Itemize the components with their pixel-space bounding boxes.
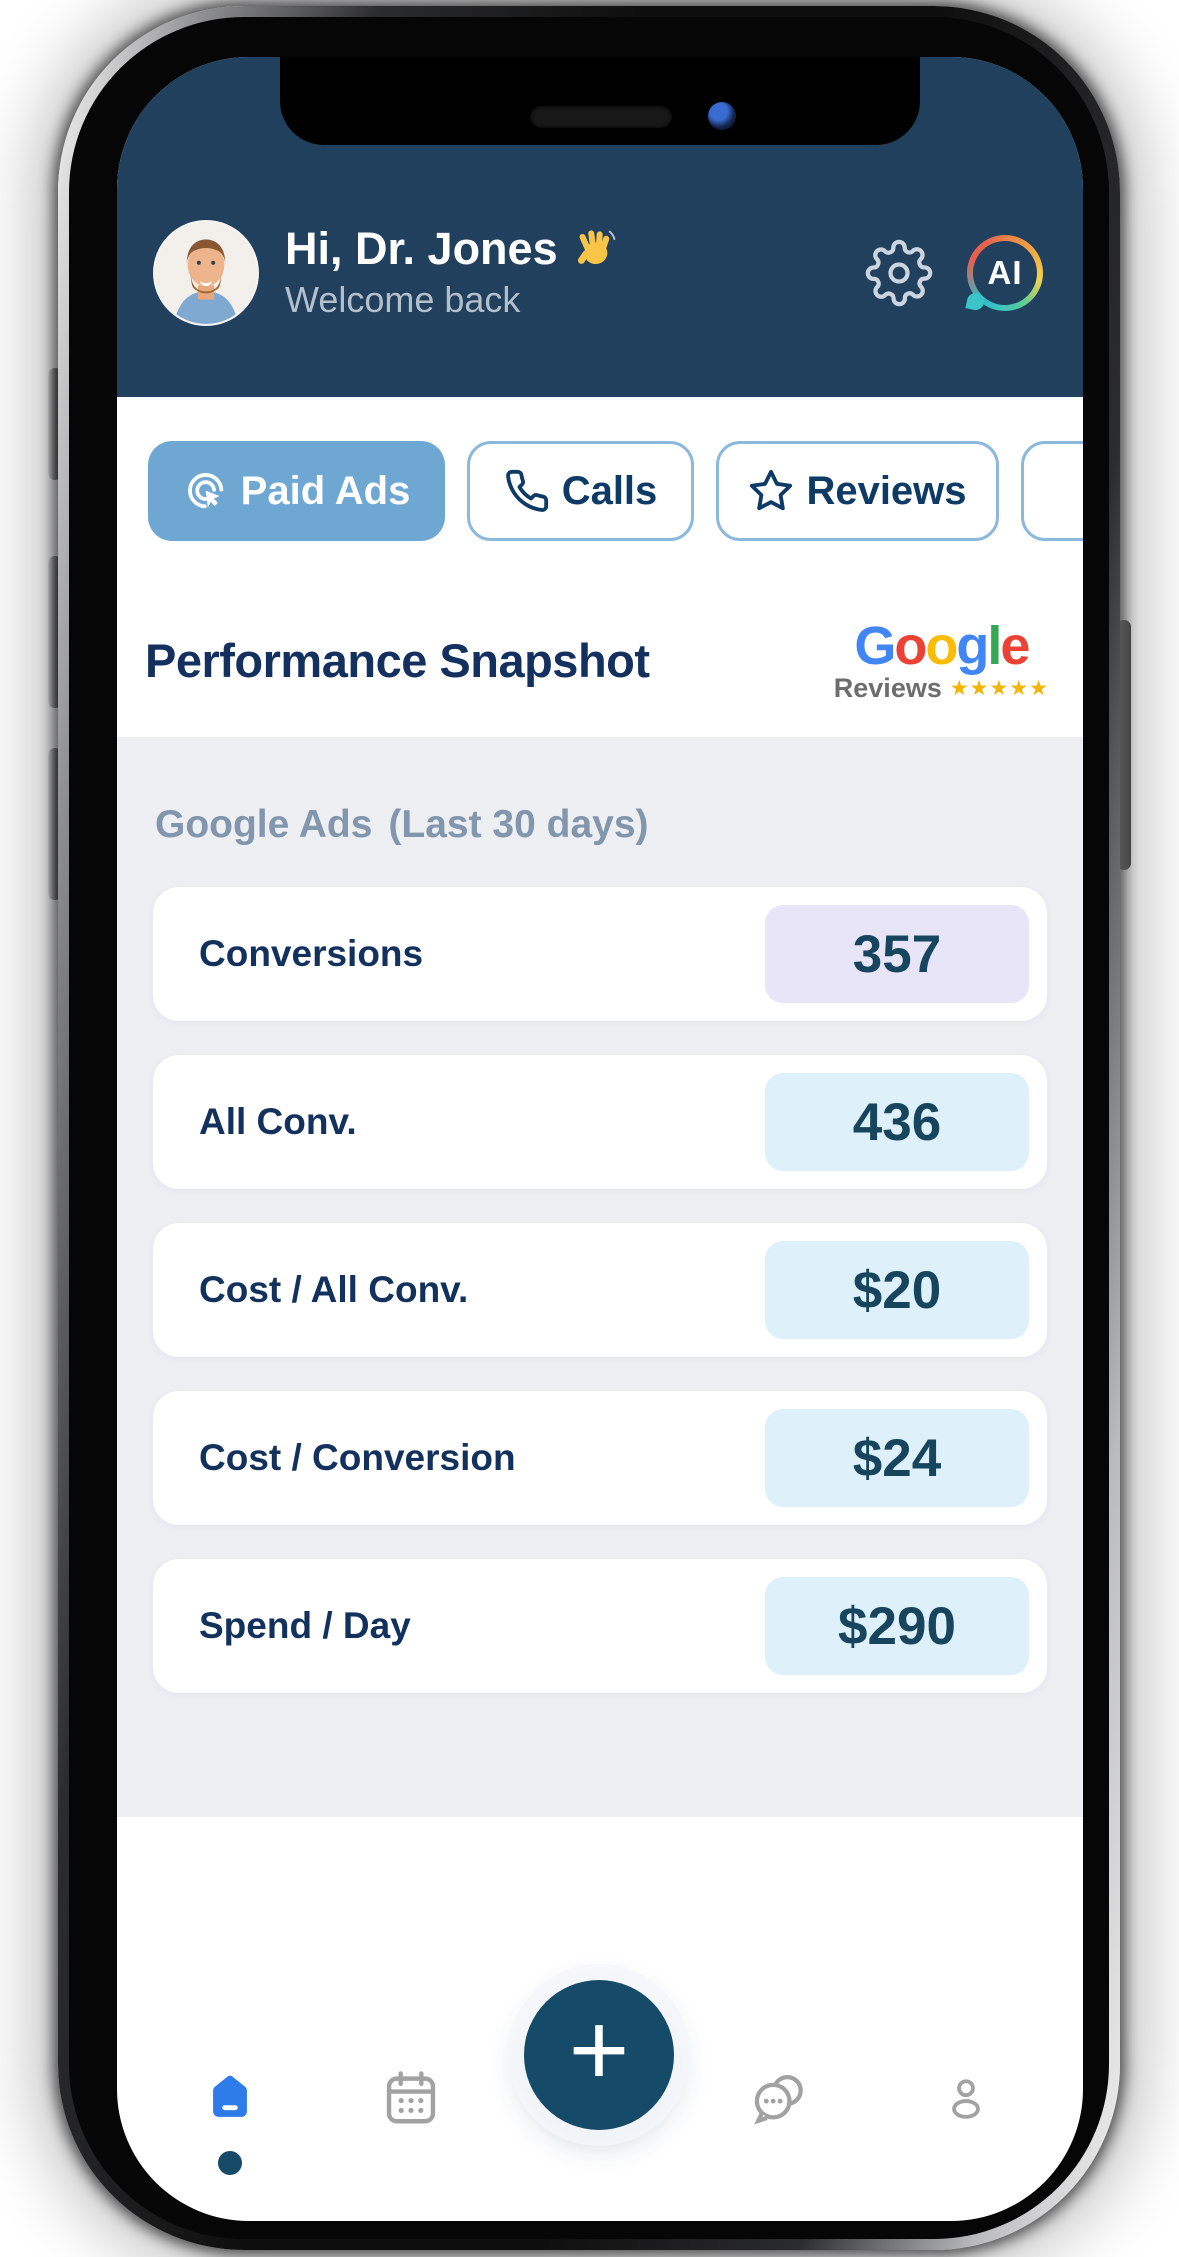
google-logo-letter: l [987,615,1002,676]
metric-card-conversions: Conversions 357 [153,887,1047,1021]
plus-icon: + [568,1992,630,2108]
section-title: Google Ads [155,803,373,846]
ai-assistant-badge[interactable]: AI [967,235,1043,311]
metric-card-cost-conversion: Cost / Conversion $24 [153,1391,1047,1525]
google-logo-letter: g [956,615,989,676]
star-icon [750,469,793,511]
google-logo-word: Google [834,619,1049,673]
google-reviews-caption: Reviews [833,672,942,703]
google-reviews-stars: ★★★★★ [949,676,1049,700]
welcome-subtitle: Welcome back [285,279,521,321]
google-reviews-logo: Google Reviews ★★★★★ [834,619,1049,702]
section-period: (Last 30 days) [388,803,649,846]
google-logo-letter: G [854,615,896,676]
metric-label: Cost / Conversion [199,1437,516,1478]
avatar[interactable] [153,220,259,326]
tab-label: Paid Ads [240,468,411,513]
greeting-text: Hi, Dr. Jones [285,222,558,274]
metric-value: 436 [765,1073,1029,1171]
phone-icon [505,469,548,512]
page-title: Performance Snapshot [145,633,650,687]
fab-add-button[interactable]: + [524,1980,674,2130]
nav-messages-button[interactable] [745,2067,811,2131]
metric-value: $20 [765,1241,1029,1339]
power-button[interactable] [1117,620,1131,870]
person-icon [952,2079,980,2119]
speaker-grille-icon [530,106,672,128]
metric-label: Spend / Day [199,1605,411,1646]
settings-gear-icon[interactable] [865,239,933,307]
google-ads-section: Google Ads (Last 30 days) Conversions 35… [117,737,1083,1817]
home-icon [213,2075,247,2117]
nav-home-button[interactable] [201,2069,259,2127]
header: Hi, Dr. Jones [153,217,1043,329]
nav-profile-button[interactable] [939,2069,993,2129]
google-logo-letter: e [1000,615,1030,676]
metric-value: 357 [765,905,1029,1003]
wave-emoji-icon [577,230,616,265]
phone-frame: Hi, Dr. Jones [58,6,1120,2250]
nav-calendar-button[interactable] [380,2067,442,2129]
tab-calls[interactable]: Calls [467,441,694,541]
google-logo-letter: o [925,615,958,676]
tab-paid-ads[interactable]: Paid Ads [148,441,445,541]
tab-label: Reviews [806,468,967,513]
tab-more[interactable] [1021,441,1083,541]
metric-card-spend-day: Spend / Day $290 [153,1559,1047,1693]
app-screen: Hi, Dr. Jones [117,57,1083,2221]
metric-label: Conversions [199,933,424,974]
notch [280,57,920,145]
tab-reviews[interactable]: Reviews [716,441,999,541]
calendar-icon [386,2071,436,2124]
phone-bezel: Hi, Dr. Jones [69,17,1109,2239]
front-camera-icon [708,102,736,130]
ad-click-icon [187,473,223,509]
category-tabs: Paid Ads Calls Reviews [148,441,1083,541]
metric-value: $290 [765,1577,1029,1675]
google-logo-letter: o [894,615,927,676]
metric-label: Cost / All Conv. [199,1269,469,1310]
metric-label: All Conv. [199,1101,357,1142]
metric-list: Conversions 357 All Conv. 436 Cost / All… [153,887,1047,1693]
ai-badge-label: AI [973,241,1037,305]
tab-label: Calls [561,468,658,513]
metric-card-all-conv: All Conv. 436 [153,1055,1047,1189]
metric-value: $24 [765,1409,1029,1507]
metric-card-cost-all-conv: Cost / All Conv. $20 [153,1223,1047,1357]
chat-bubbles-icon [754,2075,803,2125]
active-nav-dot [218,2151,242,2175]
